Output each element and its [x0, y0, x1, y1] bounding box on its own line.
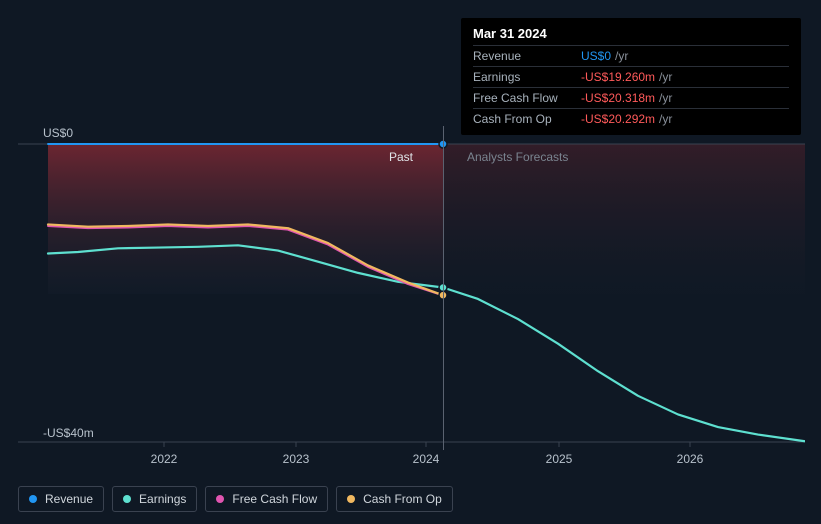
x-tick-label: 2026	[677, 452, 704, 466]
tooltip-row-value: -US$19.260m	[581, 70, 655, 84]
y-axis-label-top: US$0	[43, 126, 73, 140]
legend-item-earnings[interactable]: Earnings	[112, 486, 197, 512]
tooltip-row-value: US$0	[581, 49, 611, 63]
chart-legend: Revenue Earnings Free Cash Flow Cash From O…	[18, 486, 453, 512]
region-label-past: Past	[389, 150, 413, 164]
financial-chart: US$0 -US$40m Past Analysts Forecasts 202…	[18, 0, 805, 480]
tooltip-row-label: Cash From Op	[473, 112, 581, 126]
tooltip-row-label: Free Cash Flow	[473, 91, 581, 105]
tooltip-row: Cash From Op-US$20.292m/yr	[473, 108, 789, 129]
region-label-future: Analysts Forecasts	[467, 150, 568, 164]
tooltip-row: Earnings-US$19.260m/yr	[473, 66, 789, 87]
legend-item-label: Cash From Op	[363, 492, 442, 506]
legend-dot-icon	[347, 495, 355, 503]
legend-item-label: Revenue	[45, 492, 93, 506]
legend-dot-icon	[216, 495, 224, 503]
legend-item-label: Free Cash Flow	[232, 492, 317, 506]
tooltip-row-unit: /yr	[615, 49, 628, 63]
legend-item-cash_from_op[interactable]: Cash From Op	[336, 486, 453, 512]
past-future-divider	[443, 126, 444, 450]
y-axis-label-bottom: -US$40m	[43, 426, 94, 440]
x-tick-label: 2023	[283, 452, 310, 466]
tooltip-row-value: -US$20.292m	[581, 112, 655, 126]
tooltip-row-label: Revenue	[473, 49, 581, 63]
legend-item-label: Earnings	[139, 492, 186, 506]
tooltip-row-unit: /yr	[659, 112, 672, 126]
legend-dot-icon	[29, 495, 37, 503]
legend-dot-icon	[123, 495, 131, 503]
tooltip-row-unit: /yr	[659, 70, 672, 84]
tooltip-row-unit: /yr	[659, 91, 672, 105]
x-tick-label: 2022	[151, 452, 178, 466]
tooltip-row: Free Cash Flow-US$20.318m/yr	[473, 87, 789, 108]
tooltip-row: RevenueUS$0/yr	[473, 45, 789, 66]
x-tick-label: 2024	[413, 452, 440, 466]
tooltip-title: Mar 31 2024	[473, 26, 789, 45]
chart-tooltip: Mar 31 2024 RevenueUS$0/yrEarnings-US$19…	[461, 18, 801, 135]
x-tick-label: 2025	[546, 452, 573, 466]
tooltip-row-value: -US$20.318m	[581, 91, 655, 105]
tooltip-row-label: Earnings	[473, 70, 581, 84]
legend-item-revenue[interactable]: Revenue	[18, 486, 104, 512]
legend-item-free_cash_flow[interactable]: Free Cash Flow	[205, 486, 328, 512]
